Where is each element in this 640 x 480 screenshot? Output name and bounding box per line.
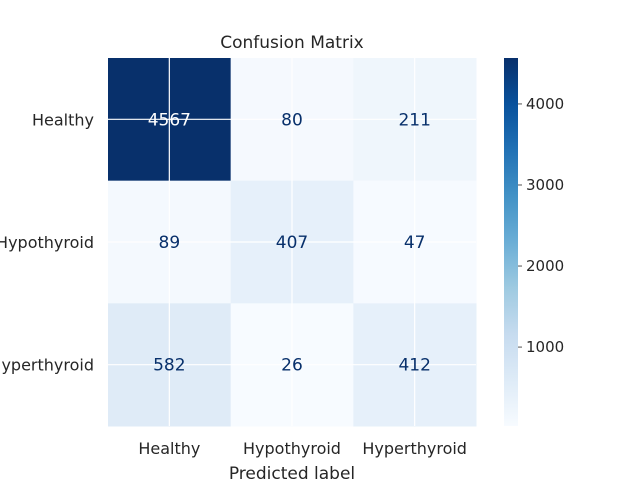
cell-value-label: 47 [404, 233, 426, 253]
colorbar-tick-label: 3000 [526, 176, 564, 194]
heatmap-gridlines [108, 58, 476, 426]
x-tick-label: Hypothyroid [243, 439, 341, 458]
x-tick-labels: Healthy Hypothyroid Hyperthyroid [138, 439, 467, 458]
x-tick-label: Healthy [138, 439, 200, 458]
y-tick-label: Hypothyroid [0, 233, 94, 252]
colorbar [504, 58, 518, 426]
x-axis-label: Predicted label [229, 464, 355, 480]
cell-value-label: 80 [281, 110, 303, 130]
x-tick-label: Hyperthyroid [362, 439, 467, 458]
cell-value-label: 582 [153, 356, 185, 376]
cell-value-label: 26 [281, 356, 303, 376]
y-tick-label: Hyperthyroid [0, 356, 94, 375]
chart-title: Confusion Matrix [220, 33, 364, 53]
colorbar-tick-label: 4000 [526, 95, 564, 113]
heatmap-cell-labels: 4567 80 211 89 407 47 582 26 412 [148, 110, 431, 375]
cell-value-label: 89 [159, 233, 181, 253]
cell-value-label: 211 [398, 110, 430, 130]
cell-value-label: 407 [276, 233, 308, 253]
colorbar-tick-label: 1000 [526, 338, 564, 356]
y-tick-labels: Healthy Hypothyroid Hyperthyroid [0, 110, 94, 374]
cell-value-label: 4567 [148, 110, 191, 130]
colorbar-ticks: 1000 2000 3000 4000 [518, 95, 564, 356]
colorbar-tick-label: 2000 [526, 257, 564, 275]
y-tick-label: Healthy [32, 110, 94, 129]
cell-value-label: 412 [398, 356, 430, 376]
